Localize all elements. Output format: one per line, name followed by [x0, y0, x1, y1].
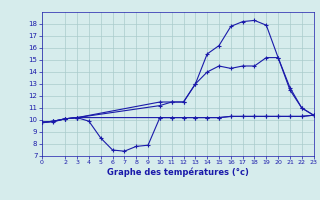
X-axis label: Graphe des températures (°c): Graphe des températures (°c) [107, 168, 249, 177]
